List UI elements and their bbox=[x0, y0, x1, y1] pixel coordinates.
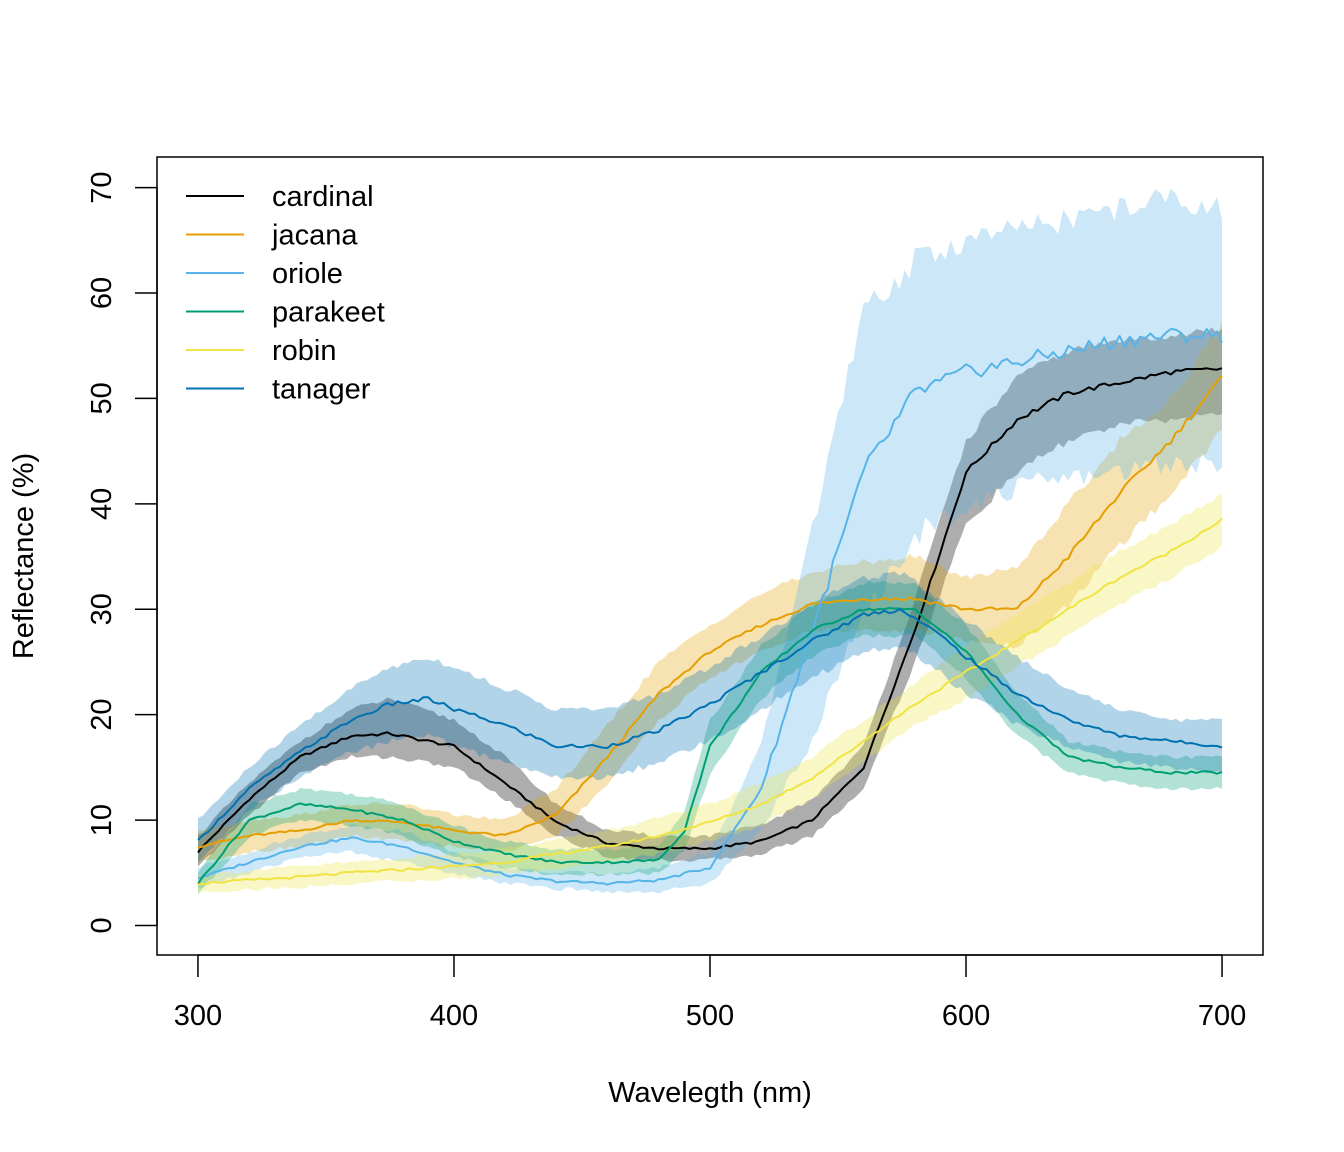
band-tanager bbox=[198, 571, 1222, 863]
legend-label-tanager: tanager bbox=[272, 374, 371, 406]
y-tick-label-20: 20 bbox=[86, 699, 118, 731]
x-tick-label-700: 700 bbox=[1198, 1000, 1246, 1032]
line-robin bbox=[197, 517, 1223, 886]
legend-label-parakeet: parakeet bbox=[272, 297, 385, 329]
band-cardinal bbox=[198, 327, 1222, 867]
line-cardinal bbox=[197, 367, 1223, 854]
series-lines bbox=[197, 328, 1223, 886]
line-parakeet bbox=[197, 607, 1223, 885]
confidence-bands bbox=[198, 188, 1222, 895]
legend: cardinal jacana oriole parakeet robin tanager bbox=[186, 181, 385, 406]
line-jacana bbox=[197, 375, 1223, 849]
x-tick-label-500: 500 bbox=[686, 1000, 734, 1032]
line-tanager bbox=[197, 608, 1223, 841]
y-tick-label-70: 70 bbox=[86, 171, 118, 203]
y-tick-label-40: 40 bbox=[86, 488, 118, 520]
y-axis: 0 10 20 30 40 50 60 70 bbox=[86, 171, 158, 934]
y-tick-label-50: 50 bbox=[86, 382, 118, 414]
legend-label-jacana: jacana bbox=[271, 220, 358, 252]
x-axis-label: Wavelegth (nm) bbox=[608, 1077, 812, 1109]
line-oriole bbox=[197, 328, 1223, 886]
legend-label-cardinal: cardinal bbox=[272, 181, 374, 213]
y-tick-label-0: 0 bbox=[86, 917, 118, 933]
band-jacana bbox=[198, 320, 1222, 864]
x-tick-label-600: 600 bbox=[942, 1000, 990, 1032]
y-axis-label: Reflectance (%) bbox=[8, 453, 40, 659]
y-tick-label-10: 10 bbox=[86, 804, 118, 836]
legend-label-oriole: oriole bbox=[272, 258, 343, 290]
x-tick-label-300: 300 bbox=[174, 1000, 222, 1032]
band-robin bbox=[198, 492, 1222, 893]
x-tick-label-400: 400 bbox=[430, 1000, 478, 1032]
x-axis: 300 400 500 600 700 bbox=[174, 954, 1246, 1032]
legend-label-robin: robin bbox=[272, 335, 337, 367]
y-tick-label-60: 60 bbox=[86, 277, 118, 309]
y-tick-label-30: 30 bbox=[86, 593, 118, 625]
